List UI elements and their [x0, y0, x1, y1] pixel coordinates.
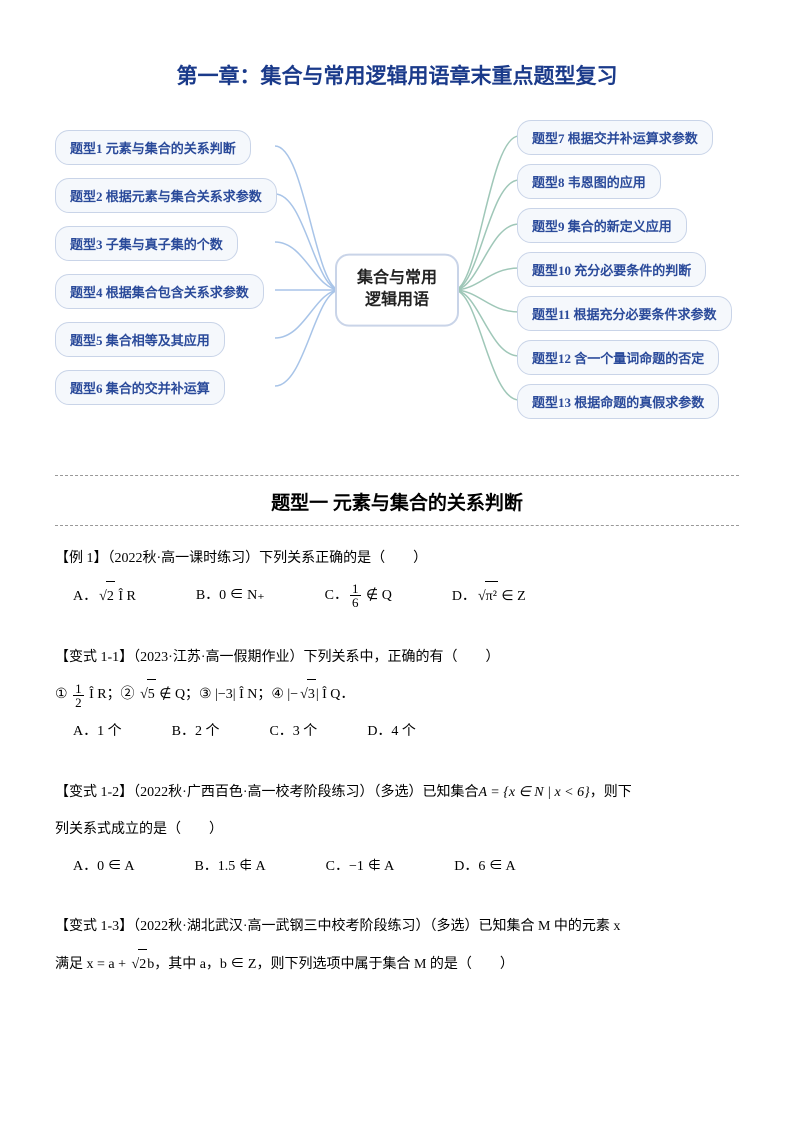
p3-stem-line2: 列关系式成立的是（ ） — [55, 815, 739, 846]
p3-optC: C．−1 ∉ A — [326, 852, 395, 883]
section-divider-bottom — [55, 523, 739, 526]
p2-optB: B．2 个 — [172, 717, 220, 748]
mm-right-7: 题型13 根据命题的真假求参数 — [517, 384, 719, 419]
problem-3: 【变式 1-2】（2022秋·广西百色·高一校考阶段练习）（多选）已知集合A =… — [55, 778, 739, 882]
p4-stem: 【变式 1-3】（2022秋·湖北武汉·高一武钢三中校考阶段练习）（多选）已知集… — [55, 912, 739, 943]
p4-stem-line2: 满足 x = a + 2b，其中 a，b ∈ Z，则下列选项中属于集合 M 的是… — [55, 949, 739, 981]
p3-optA: A．0 ∈ A — [73, 852, 134, 883]
problem-2: 【变式 1-1】（2023·江苏·高一假期作业）下列关系中，正确的有（ ） ① … — [55, 643, 739, 748]
p2-line2: ① 12 Î R；② 5 ∉ Q；③ |−3| Î N；④ |−3| Î Q． — [55, 679, 739, 711]
p3-stem: 【变式 1-2】（2022秋·广西百色·高一校考阶段练习）（多选）已知集合A =… — [55, 778, 739, 809]
p3-optD: D．6 ∈ A — [454, 852, 515, 883]
p1-optB: B．0 ∈ N₊ — [196, 581, 265, 613]
p1-stem: 【例 1】（2022秋·高一课时练习）下列关系正确的是（ ） — [55, 544, 739, 575]
mm-right-6: 题型12 含一个量词命题的否定 — [517, 340, 719, 375]
mm-left-4: 题型4 根据集合包含关系求参数 — [55, 274, 264, 309]
p1-optC: C．16 ∉ Q — [325, 581, 392, 613]
section-divider-top: 题型一 元素与集合的关系判断 — [55, 475, 739, 515]
p1-optD: D．π² ∈ Z — [452, 581, 526, 613]
p1-options: A．2 Î R B．0 ∈ N₊ C．16 ∉ Q D．π² ∈ Z — [55, 581, 739, 613]
mm-right-5: 题型11 根据充分必要条件求参数 — [517, 296, 732, 331]
mindmap-container: 集合与常用 逻辑用语 题型1 元素与集合的关系判断 题型2 根据元素与集合关系求… — [55, 120, 739, 460]
mm-right-4: 题型10 充分必要条件的判断 — [517, 252, 706, 287]
mindmap-center: 集合与常用 逻辑用语 — [335, 254, 459, 327]
mm-right-1: 题型7 根据交并补运算求参数 — [517, 120, 713, 155]
mm-right-2: 题型8 韦恩图的应用 — [517, 164, 661, 199]
mm-left-1: 题型1 元素与集合的关系判断 — [55, 130, 251, 165]
p2-stem: 【变式 1-1】（2023·江苏·高一假期作业）下列关系中，正确的有（ ） — [55, 643, 739, 674]
mm-right-3: 题型9 集合的新定义应用 — [517, 208, 687, 243]
mm-left-6: 题型6 集合的交并补运算 — [55, 370, 225, 405]
p3-options: A．0 ∈ A B．1.5 ∉ A C．−1 ∉ A D．6 ∈ A — [55, 852, 739, 883]
section-title: 题型一 元素与集合的关系判断 — [55, 488, 739, 515]
p3-optB: B．1.5 ∉ A — [194, 852, 265, 883]
mm-left-5: 题型5 集合相等及其应用 — [55, 322, 225, 357]
p2-options: A．1 个 B．2 个 C．3 个 D．4 个 — [55, 717, 739, 748]
p2-optD: D．4 个 — [367, 717, 416, 748]
problem-1: 【例 1】（2022秋·高一课时练习）下列关系正确的是（ ） A．2 Î R B… — [55, 544, 739, 613]
mm-left-3: 题型3 子集与真子集的个数 — [55, 226, 238, 261]
p2-optC: C．3 个 — [269, 717, 317, 748]
p1-optA: A．2 Î R — [73, 581, 136, 613]
page-title: 第一章：集合与常用逻辑用语章末重点题型复习 — [55, 60, 739, 90]
problem-4: 【变式 1-3】（2022秋·湖北武汉·高一武钢三中校考阶段练习）（多选）已知集… — [55, 912, 739, 981]
mm-left-2: 题型2 根据元素与集合关系求参数 — [55, 178, 277, 213]
p2-optA: A．1 个 — [73, 717, 122, 748]
